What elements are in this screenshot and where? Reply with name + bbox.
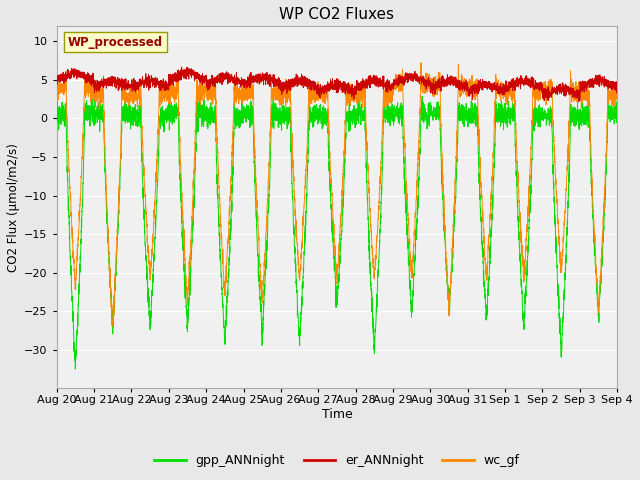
Text: WP_processed: WP_processed xyxy=(68,36,163,49)
Title: WP CO2 Fluxes: WP CO2 Fluxes xyxy=(280,7,394,22)
X-axis label: Time: Time xyxy=(321,408,352,421)
Y-axis label: CO2 Flux (μmol/m2/s): CO2 Flux (μmol/m2/s) xyxy=(7,143,20,272)
Legend: gpp_ANNnight, er_ANNnight, wc_gf: gpp_ANNnight, er_ANNnight, wc_gf xyxy=(149,449,525,472)
